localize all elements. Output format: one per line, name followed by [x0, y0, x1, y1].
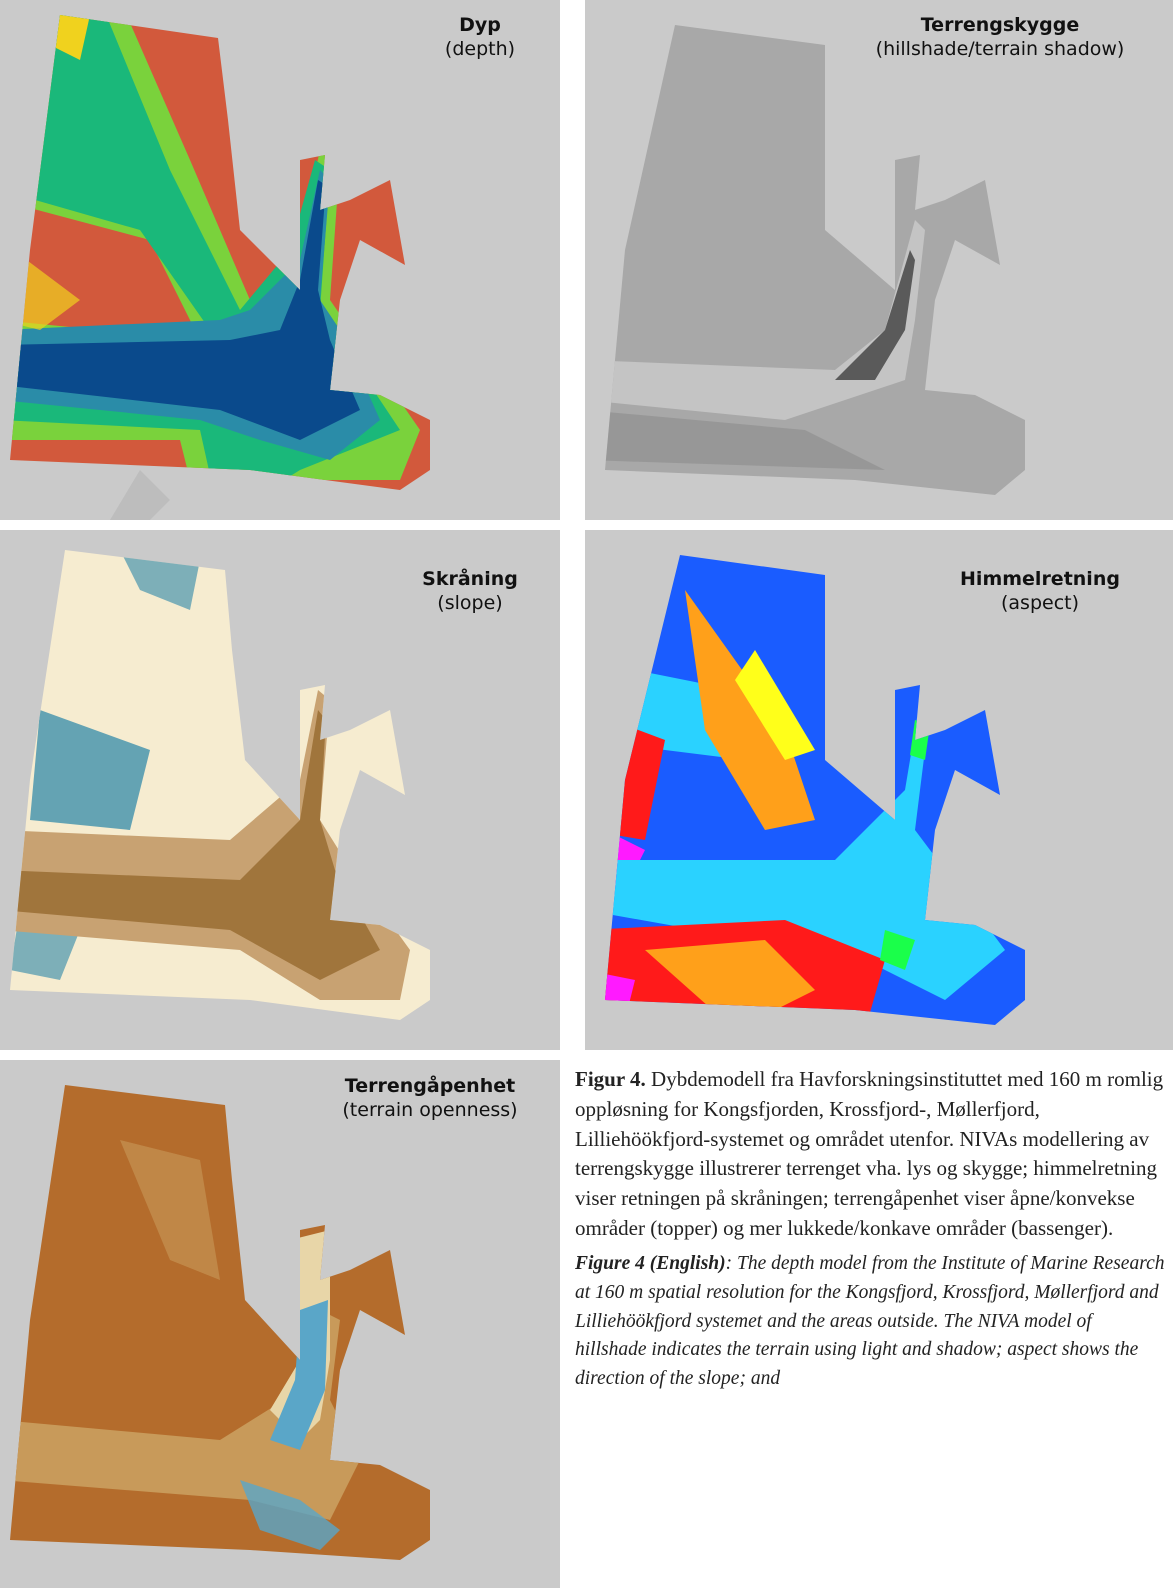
openness-title-no: Terrengåpenhet: [344, 1075, 516, 1097]
depth-title-en: (depth): [444, 37, 516, 60]
aspect-map-panel: Himmelretning (aspect): [585, 530, 1173, 1050]
slope-map-panel: Skråning (slope): [0, 530, 560, 1050]
slope-map: [0, 530, 560, 1050]
openness-title: Terrengåpenhet (terrain openness): [300, 1075, 560, 1123]
caption-no-text: Dybdemodell fra Havforskningsinstituttet…: [575, 1067, 1164, 1241]
aspect-map: [585, 530, 1173, 1050]
slope-title-en: (slope): [437, 591, 503, 614]
hillshade-map: [585, 0, 1173, 520]
hillshade-title-en: (hillshade/terrain shadow): [875, 37, 1125, 60]
hillshade-title: Terrengskygge (hillshade/terrain shadow): [835, 14, 1165, 62]
caption-norwegian: Figur 4. Dybdemodell fra Havforskningsin…: [575, 1065, 1165, 1244]
hillshade-map-panel: Terrengskygge (hillshade/terrain shadow): [585, 0, 1173, 520]
aspect-title-en: (aspect): [1000, 591, 1079, 614]
slope-title-no: Skråning: [422, 568, 518, 590]
caption-no-label: Figur 4.: [575, 1067, 646, 1091]
depth-map-panel: Dyp (depth): [0, 0, 560, 520]
openness-map: [0, 1060, 560, 1588]
slope-title: Skråning (slope): [380, 568, 560, 616]
caption-english: Figure 4 (English): The depth model from…: [575, 1250, 1165, 1394]
figure-caption: Figur 4. Dybdemodell fra Havforskningsin…: [575, 1065, 1165, 1394]
hillshade-title-no: Terrengskygge: [920, 14, 1080, 36]
openness-map-panel: Terrengåpenhet (terrain openness): [0, 1060, 560, 1588]
aspect-title-no: Himmelretning: [960, 568, 1120, 590]
aspect-title: Himmelretning (aspect): [915, 568, 1165, 616]
openness-title-en: (terrain openness): [342, 1098, 518, 1121]
depth-title-no: Dyp: [459, 14, 501, 36]
caption-en-label: Figure 4 (English): [575, 1252, 726, 1274]
depth-title: Dyp (depth): [400, 14, 560, 62]
depth-map: [0, 0, 560, 520]
caption-en-text: : The depth model from the Institute of …: [575, 1252, 1165, 1390]
